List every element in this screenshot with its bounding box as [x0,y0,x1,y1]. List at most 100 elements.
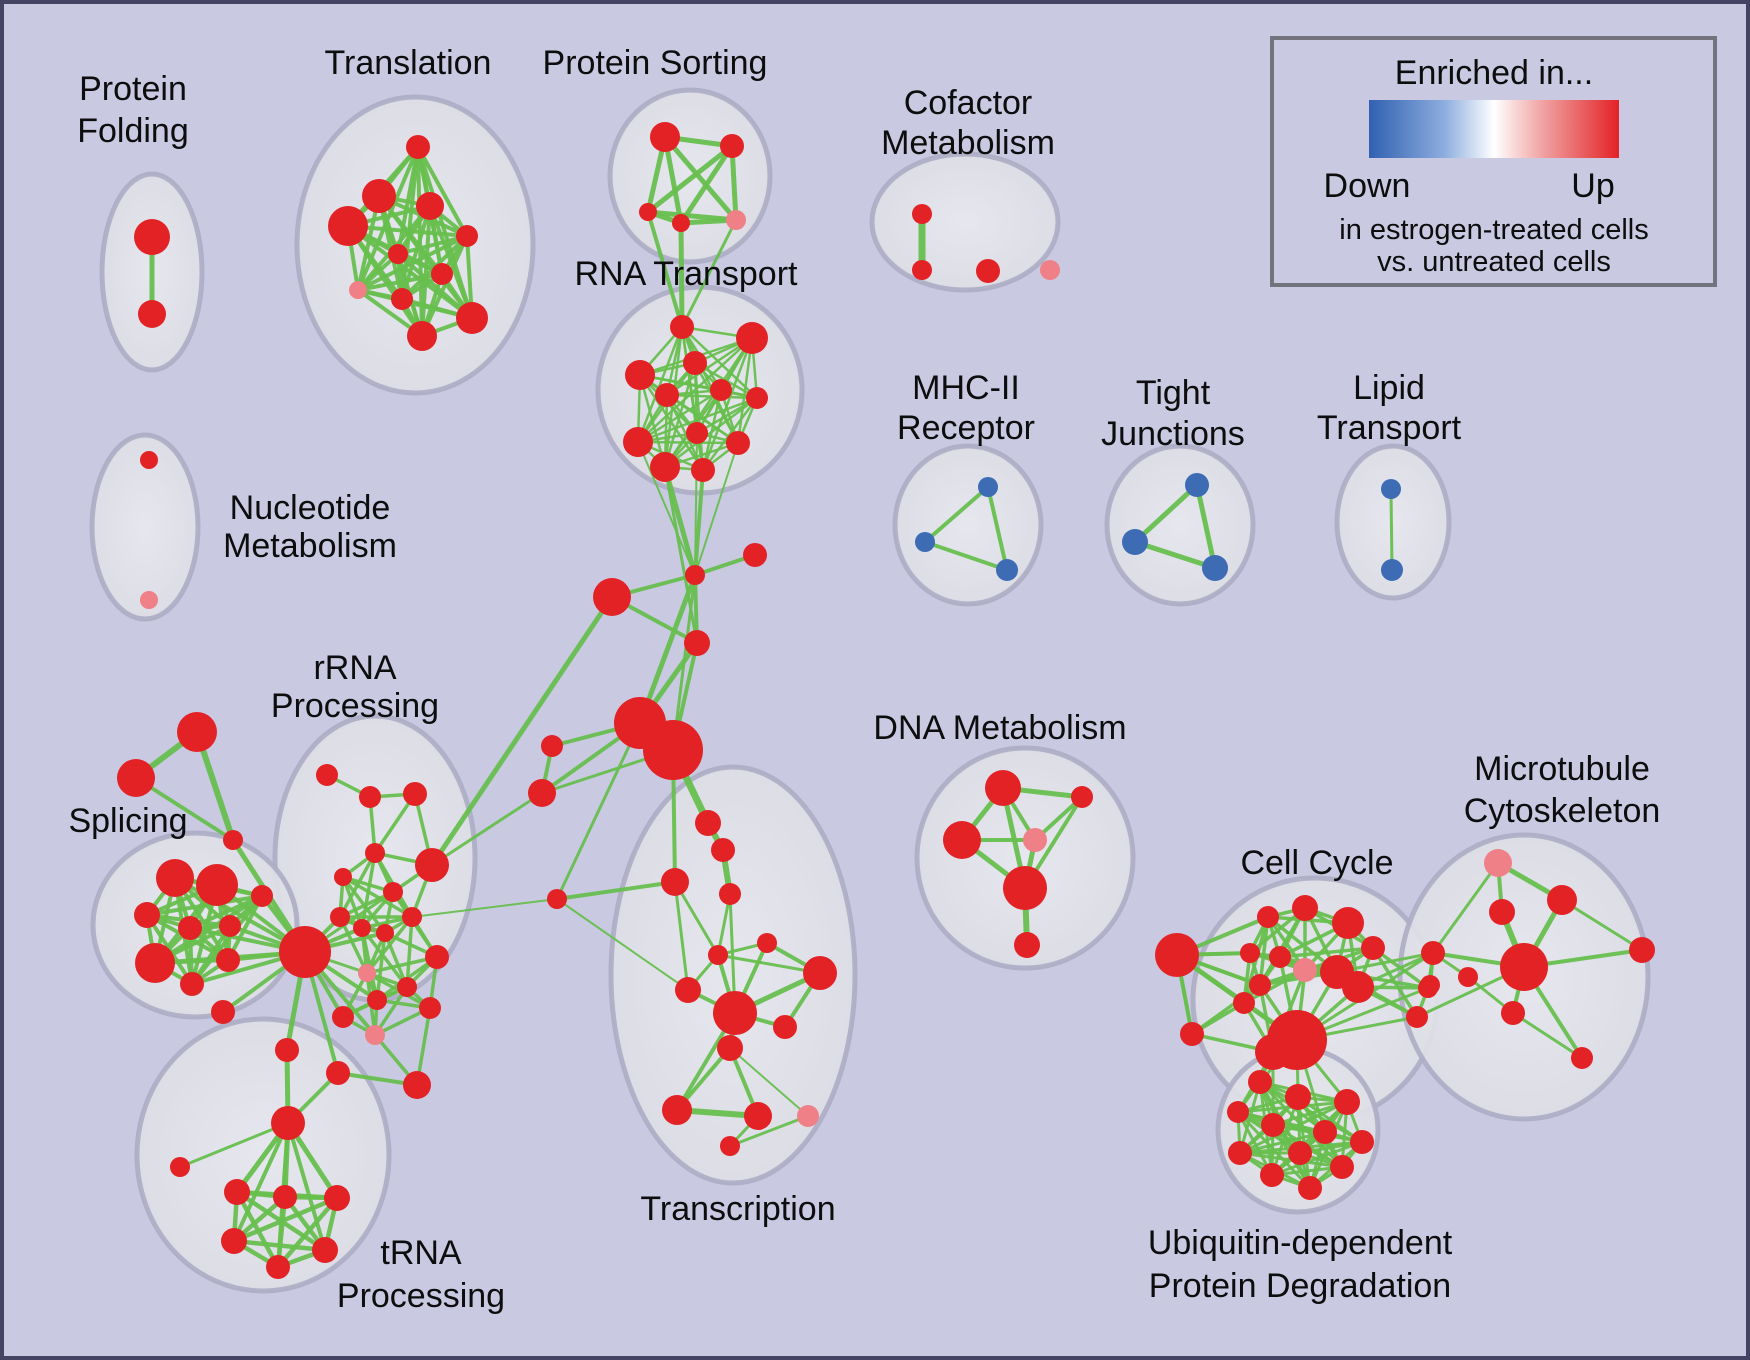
gene-set-node-cm [912,260,932,280]
gene-set-node-bb [528,779,556,807]
gene-set-node-ub [1350,1130,1374,1154]
network-edge [356,234,469,292]
network-edge [416,145,469,238]
gene-set-node-bb [223,830,243,850]
legend-condition-line1: in estrogen-treated cells [1339,214,1649,246]
gene-set-node-tx [713,991,757,1035]
gene-set-node-mc [1547,885,1577,915]
gene-set-node-ps [650,122,680,152]
cluster-label-rr: Processing [271,687,439,725]
gene-set-node-dm [1003,866,1047,910]
gene-set-nodes-layer [117,122,1655,1279]
gene-set-node-ps [726,210,746,230]
gene-set-node-rt [726,431,750,455]
gene-set-node-bb [326,1061,350,1085]
gene-set-node-dm [943,821,981,859]
gene-set-node-bb [275,1038,299,1062]
gene-set-node-dm [985,770,1021,806]
gene-set-node-cm [912,204,932,224]
gene-set-node-rr [358,964,376,982]
cluster-ellipse-lt [1334,443,1452,601]
network-edge [134,776,235,842]
network-edge [662,134,739,223]
gene-set-node-rr [334,868,352,886]
gene-set-node-mc [1571,1047,1593,1069]
gene-set-node-ub [1260,1163,1284,1187]
gene-set-node-sp [216,948,240,972]
gene-set-node-tr [406,135,430,159]
network-edge [396,252,474,320]
network-edge [1278,946,1375,959]
cluster-label-mhc: Receptor [897,409,1035,447]
gene-set-node-tx [773,1015,797,1039]
gene-set-node-mc [1500,943,1548,991]
gene-set-node-tx [797,1105,819,1127]
gene-set-node-ps [639,203,657,221]
gene-set-node-bb [279,926,331,978]
network-edge [678,143,735,226]
gene-set-node-mhc [915,532,935,552]
gene-set-node-tc [324,1185,350,1211]
gene-set-node-lt [1381,559,1403,581]
gene-set-node-rt [686,422,708,444]
network-edge [673,880,690,992]
gene-set-node-tr [388,244,408,264]
gene-set-node-tr [456,225,478,247]
legend-color-gradient-bar [1369,100,1619,158]
network-edge [693,468,705,577]
network-edge [178,1121,290,1169]
network-edge [420,204,432,338]
network-edge [375,931,387,1002]
gene-set-node-cc [1293,958,1317,982]
gene-set-node-sp [135,943,175,983]
network-edge [405,915,414,989]
gene-set-node-rt [683,351,707,375]
cluster-label-mc: Cytoskeleton [1464,792,1661,830]
gene-set-node-bb [117,759,155,797]
network-edge [663,396,759,469]
gene-set-node-bb [661,868,689,896]
cluster-ellipse-cm [869,151,1061,293]
network-edge [695,396,759,435]
gene-set-node-cc [1269,946,1291,968]
gene-set-node-tx [662,1095,692,1125]
network-edge [716,953,822,975]
gene-set-node-tx [711,838,735,862]
legend-up-label: Up [1571,167,1614,205]
gene-set-node-ub [1248,1070,1272,1094]
gene-set-node-rr [425,945,449,969]
network-edge [1258,915,1270,987]
gene-set-node-cc [1332,907,1364,939]
gene-set-node-tr [416,192,444,220]
network-edge [678,220,685,330]
gene-set-node-pf [138,300,166,328]
gene-set-node-sp [178,916,202,940]
gene-set-node-sp [134,902,160,928]
gene-set-node-tc [266,1255,290,1279]
network-edge [1238,1130,1327,1155]
gene-set-node-rt [746,387,768,409]
network-edge [556,898,689,991]
network-edge [555,721,642,901]
network-edge [275,1195,340,1270]
gene-set-node-rt [650,452,680,482]
cluster-label-tx: Transcription [640,1190,835,1228]
gene-set-node-rt [655,383,679,407]
network-edge [636,440,740,445]
network-edge [701,336,754,472]
cluster-label-tc: tRNA [380,1234,462,1272]
gene-set-node-cc [1292,895,1318,921]
gene-set-node-rr [403,1071,431,1099]
gene-set-node-bb [547,889,567,909]
gene-set-node-bb [684,630,710,656]
gene-set-node-nm [140,451,158,469]
cluster-label-ps: Protein Sorting [543,44,768,82]
gene-set-node-tc [221,1228,247,1254]
network-edge [555,880,677,901]
gene-set-node-bb [685,565,705,585]
gene-set-node-bb [211,1000,235,1024]
gene-set-node-rr [419,997,441,1019]
gene-set-node-rr [359,786,381,808]
network-edge [1132,539,1218,571]
gene-set-node-ub [1228,1141,1252,1165]
